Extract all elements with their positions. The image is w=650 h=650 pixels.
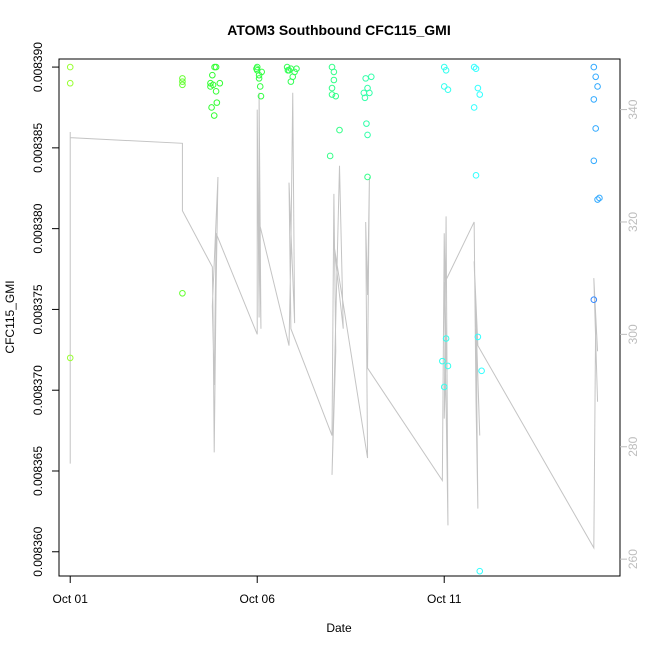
x-tick-label: Oct 11	[427, 592, 462, 606]
y2-tick-label: 320	[626, 212, 640, 232]
data-point	[594, 83, 601, 90]
x-axis-label: Date	[326, 621, 352, 635]
data-point	[216, 79, 224, 87]
data-point	[590, 157, 598, 165]
data-point	[470, 104, 478, 111]
data-point	[209, 81, 217, 89]
data-point	[210, 112, 218, 119]
data-point	[440, 83, 448, 90]
data-point	[179, 78, 186, 85]
data-point	[439, 357, 446, 365]
data-point	[366, 89, 373, 97]
data-point	[255, 75, 263, 82]
data-point	[209, 71, 216, 79]
data-point	[66, 354, 74, 362]
y2-tick-label: 340	[626, 99, 640, 119]
data-point	[332, 92, 340, 100]
data-point	[253, 65, 260, 72]
data-point	[212, 88, 220, 95]
data-point	[474, 84, 482, 92]
data-point	[287, 78, 295, 85]
data-point	[592, 125, 599, 132]
data-point	[444, 86, 452, 93]
data-point	[472, 65, 480, 72]
data-point	[442, 67, 450, 74]
data-point	[211, 63, 218, 71]
data-point	[326, 152, 334, 160]
x-tick-label: Oct 01	[53, 592, 89, 606]
data-point	[208, 104, 215, 111]
y2-tick-label: 300	[626, 324, 640, 344]
data-point	[283, 63, 291, 71]
data-point	[474, 333, 482, 341]
data-point	[590, 296, 598, 304]
y-tick-label: 0.008360	[31, 526, 45, 576]
data-point	[361, 94, 369, 102]
x-tick-label: Oct 06	[240, 592, 276, 606]
data-point	[179, 289, 186, 297]
data-point	[336, 126, 343, 134]
plot-frame	[58, 58, 621, 577]
data-point	[592, 73, 599, 81]
data-point	[440, 383, 448, 391]
y-tick-label: 0.008380	[31, 203, 45, 253]
point-layer	[66, 63, 603, 575]
data-point	[478, 367, 485, 375]
data-point	[328, 84, 336, 92]
data-point	[470, 63, 478, 71]
data-point	[257, 92, 265, 100]
x-axis: Oct 01 Oct 06 Oct 11	[53, 576, 462, 606]
data-point	[364, 131, 371, 139]
data-point	[213, 99, 221, 106]
y-tick-label: 0.008390	[31, 42, 45, 92]
data-point	[590, 96, 598, 103]
data-point	[594, 196, 601, 203]
y-tick-label: 0.008385	[31, 123, 45, 173]
data-point	[440, 63, 448, 71]
data-point	[363, 120, 370, 127]
y-tick-label: 0.008365	[31, 446, 45, 496]
data-point	[293, 65, 300, 72]
data-point	[328, 91, 336, 98]
data-point	[444, 362, 452, 370]
data-point	[66, 63, 74, 71]
data-point	[596, 194, 603, 202]
data-point	[442, 335, 450, 342]
data-point	[256, 83, 264, 90]
y2-tick-label: 280	[626, 436, 640, 456]
y-tick-label: 0.008375	[31, 284, 45, 334]
data-point	[362, 75, 369, 82]
data-point	[590, 63, 598, 71]
data-point	[367, 73, 375, 81]
data-point	[284, 67, 292, 74]
data-point	[66, 79, 74, 87]
data-point	[330, 68, 338, 76]
trace-layer	[69, 92, 599, 550]
data-point	[330, 76, 338, 84]
data-point	[476, 91, 484, 98]
y2-axis: 260 280 300 320 340	[620, 99, 640, 569]
y-axis-label: CFC115_GMI	[3, 280, 17, 353]
data-point	[258, 68, 266, 76]
data-point	[472, 172, 480, 179]
y-axis: 0.008360 0.008365 0.008370 0.008375 0.008380…	[31, 42, 59, 577]
y-tick-label: 0.008370	[31, 365, 45, 415]
chart-title: ATOM3 Southbound CFC115_GMI	[227, 22, 451, 38]
data-point	[179, 75, 186, 82]
data-point	[179, 81, 186, 89]
y2-tick-label: 260	[626, 549, 640, 569]
data-point	[364, 173, 371, 181]
data-point	[476, 567, 484, 575]
series-line	[69, 92, 599, 550]
